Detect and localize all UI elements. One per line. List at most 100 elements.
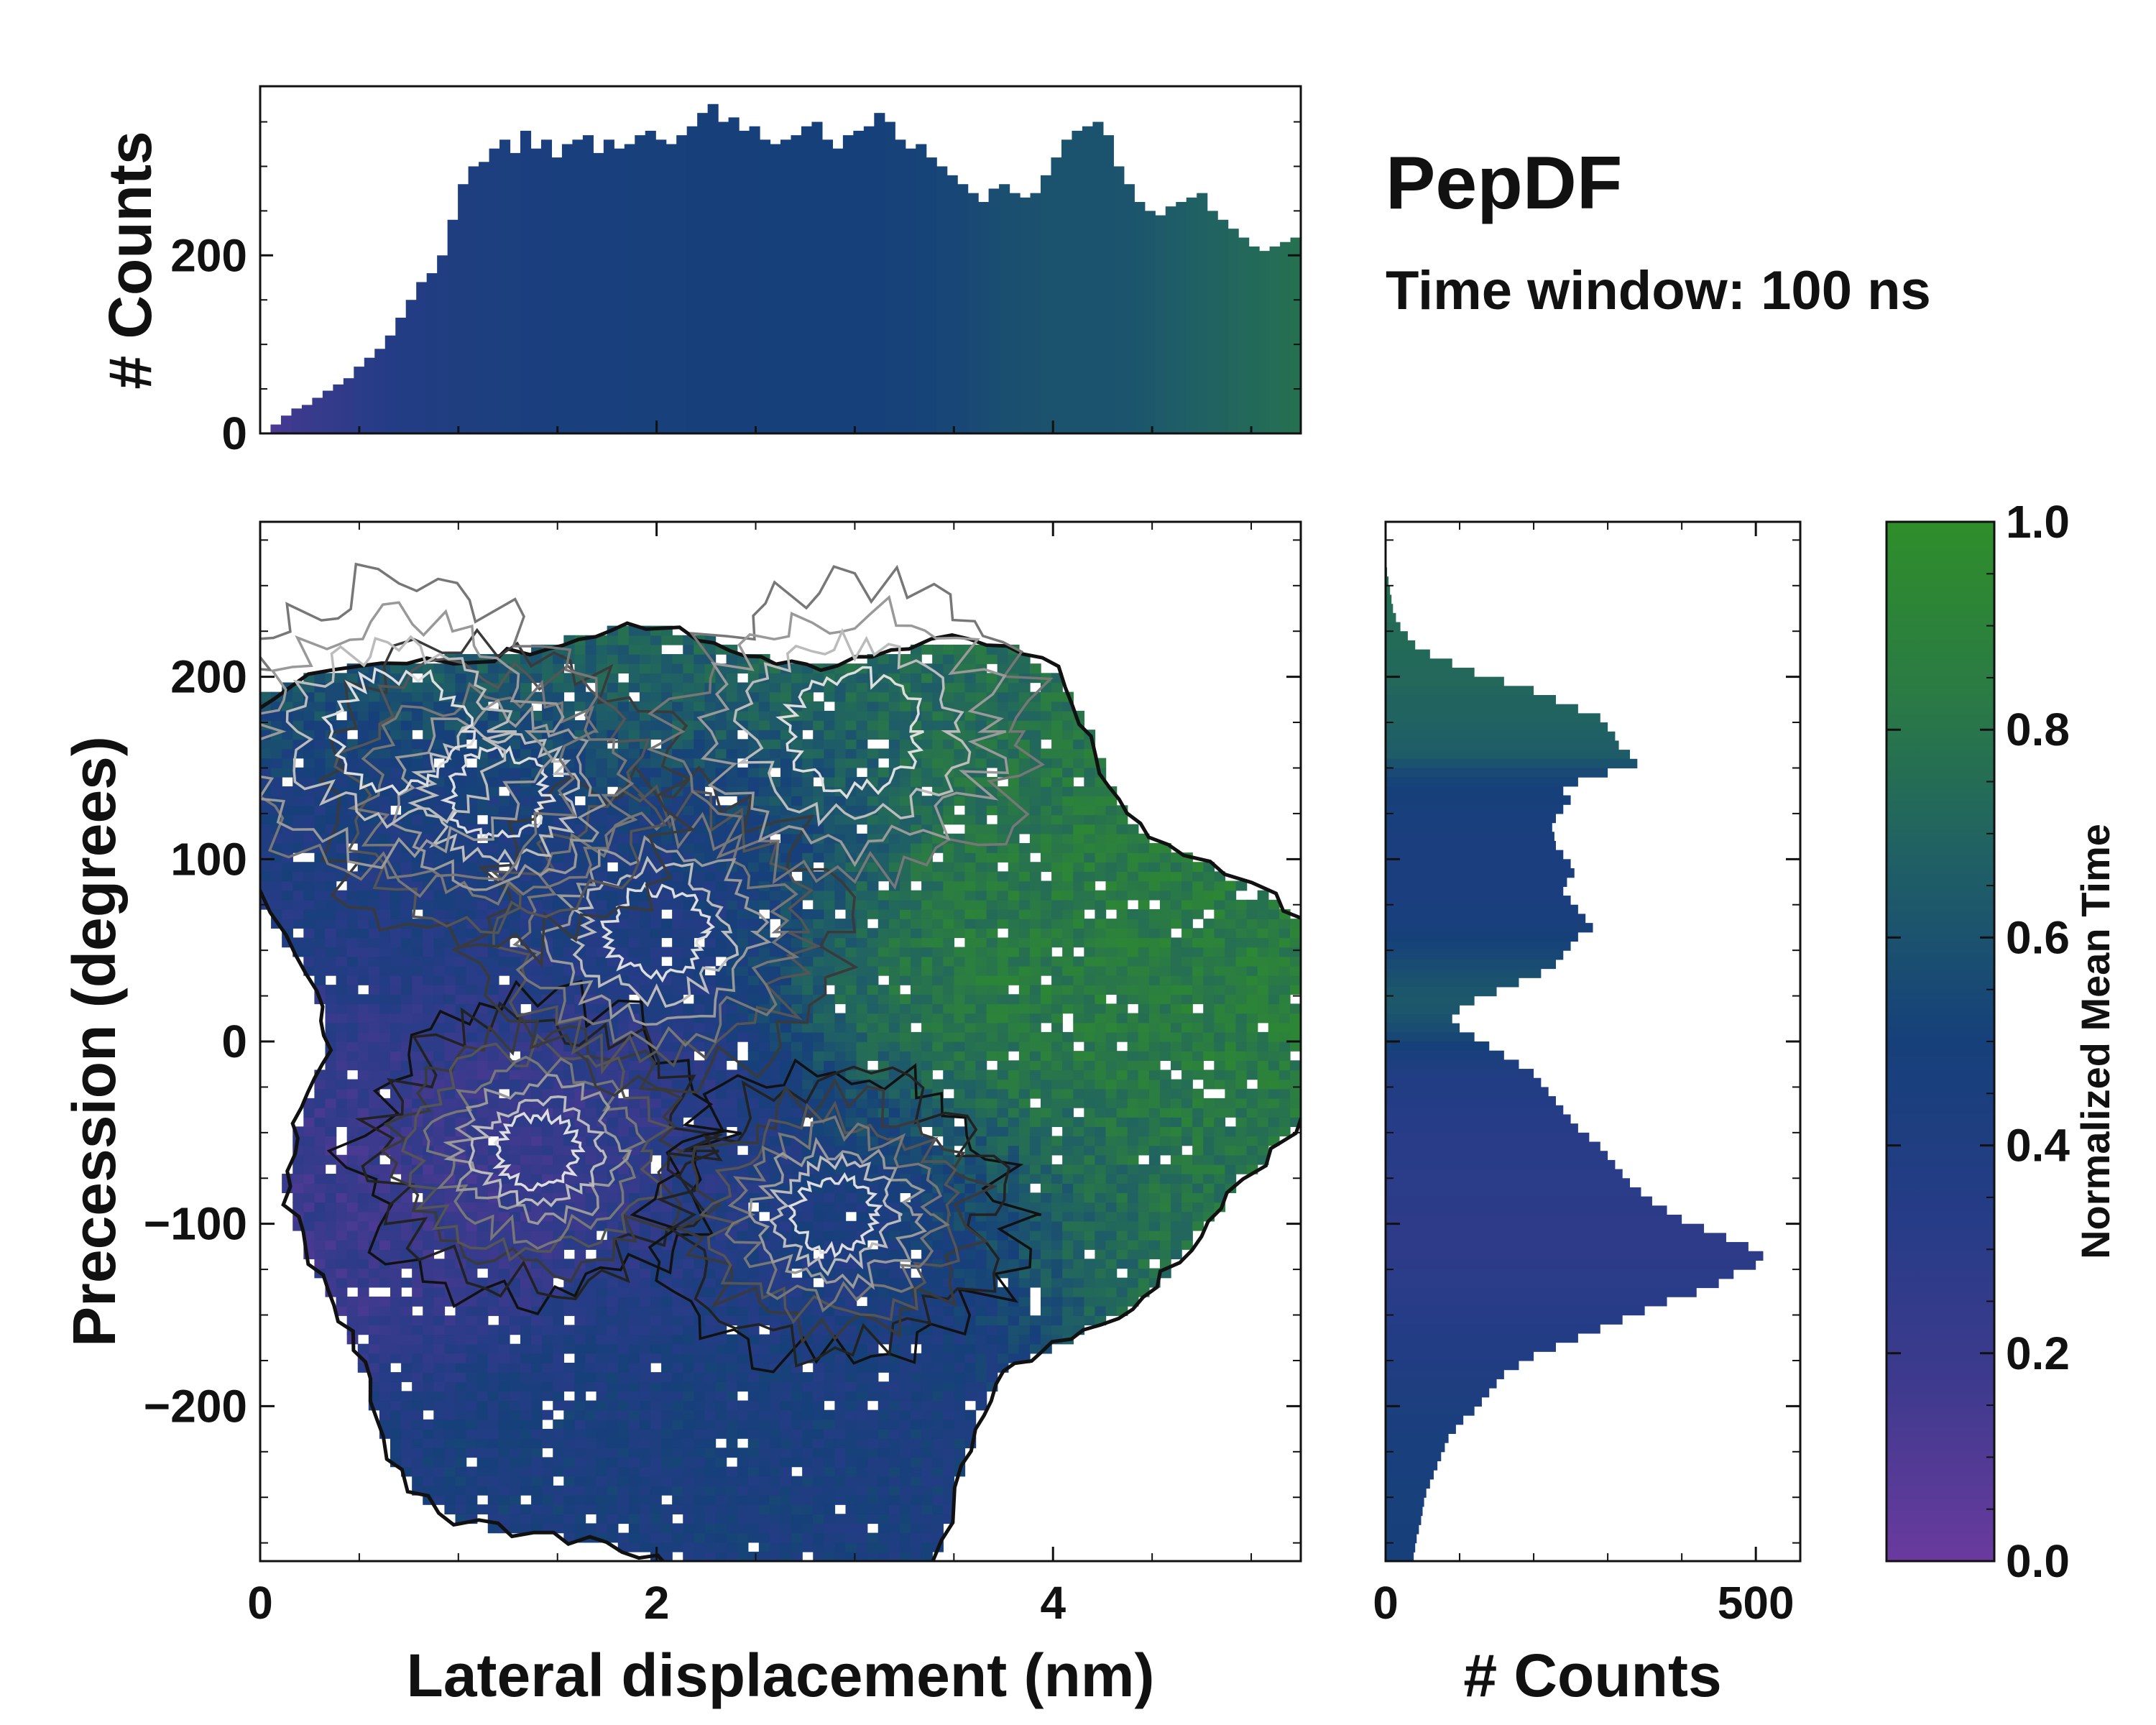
- heatmap-cell: [444, 1343, 456, 1354]
- heatmap-cell: [769, 673, 781, 684]
- heatmap-cell: [553, 1136, 565, 1146]
- heatmap-cell: [639, 1060, 651, 1071]
- heatmap-cell: [476, 786, 489, 796]
- heatmap-cell: [704, 1003, 717, 1014]
- heatmap-cell: [845, 1296, 857, 1307]
- heatmap-cell: [715, 1088, 727, 1099]
- heatmap-cell: [390, 1154, 402, 1165]
- heatmap-cell: [314, 1183, 326, 1194]
- heatmap-cell: [509, 1343, 521, 1354]
- heatmap-cell: [563, 1381, 576, 1392]
- heatmap-cell: [325, 1098, 337, 1108]
- heatmap-cell: [542, 994, 553, 1005]
- heatmap-cell: [834, 1409, 847, 1420]
- top-hist-bar: [1113, 166, 1125, 433]
- heatmap-cell: [476, 1334, 489, 1345]
- heatmap-cell: [769, 1060, 781, 1071]
- heatmap-cell: [683, 1259, 695, 1269]
- heatmap-cell: [346, 956, 359, 967]
- heatmap-cell: [487, 1306, 499, 1316]
- heatmap-cell: [596, 720, 608, 730]
- heatmap-cell: [455, 994, 467, 1005]
- heatmap-cell: [476, 975, 489, 985]
- heatmap-cell: [412, 1343, 423, 1354]
- heatmap-cell: [704, 1504, 717, 1514]
- heatmap-cell: [683, 1372, 695, 1382]
- heatmap-cell: [487, 1419, 499, 1430]
- heatmap-cell: [574, 1494, 586, 1505]
- heatmap-cell: [379, 1060, 391, 1071]
- heatmap-cell: [368, 1079, 380, 1090]
- heatmap-cell: [694, 701, 706, 712]
- top-hist-bar: [1447, 319, 1457, 433]
- heatmap-cell: [509, 1164, 521, 1174]
- heatmap-cell: [758, 1504, 770, 1514]
- heatmap-cell: [292, 796, 305, 806]
- heatmap-cell: [476, 1504, 489, 1514]
- heatmap-cell: [758, 1041, 770, 1052]
- heatmap-cell: [433, 994, 446, 1005]
- heatmap-cell: [357, 720, 369, 730]
- heatmap-cell: [617, 682, 630, 693]
- heatmap-cell: [346, 1108, 359, 1118]
- heatmap-cell: [617, 928, 630, 939]
- heatmap-cell: [639, 1409, 651, 1420]
- heatmap-cell: [856, 701, 868, 712]
- chart-subtitle: Time window: 100 ns: [1386, 260, 1931, 321]
- heatmap-cell: [715, 1504, 727, 1514]
- heatmap-cell: [390, 1438, 402, 1448]
- heatmap-cell: [726, 899, 738, 910]
- heatmap-cell: [487, 1154, 499, 1165]
- heatmap-cell: [444, 1334, 456, 1345]
- top-hist-bar: [884, 121, 895, 433]
- heatmap-cell: [346, 975, 359, 985]
- heatmap-cell: [314, 767, 326, 778]
- heatmap-cell: [325, 1192, 337, 1203]
- heatmap-cell: [758, 890, 770, 901]
- heatmap-cell: [650, 1466, 662, 1477]
- heatmap-cell: [704, 1372, 717, 1382]
- heatmap-cell: [694, 1448, 706, 1458]
- heatmap-cell: [357, 908, 369, 919]
- top-hist-bar: [468, 166, 479, 433]
- heatmap-cell: [802, 739, 814, 750]
- top-hist-bar: [1749, 431, 1759, 433]
- heatmap-cell: [867, 1457, 879, 1468]
- heatmap-cell: [683, 1098, 695, 1108]
- heatmap-cell: [444, 899, 456, 910]
- top-hist-bar: [530, 148, 542, 433]
- heatmap-cell: [553, 1296, 565, 1307]
- heatmap-cell: [824, 1532, 836, 1543]
- heatmap-cell: [628, 720, 640, 730]
- heatmap-cell: [737, 1117, 749, 1128]
- heatmap-cell: [758, 1485, 770, 1496]
- heatmap-cell: [423, 1325, 435, 1335]
- heatmap-cell: [325, 1240, 337, 1250]
- heatmap-cell: [314, 1117, 326, 1128]
- heatmap-cell: [336, 1230, 348, 1241]
- heatmap-cell: [683, 919, 695, 929]
- heatmap-cell: [845, 730, 857, 740]
- heatmap-cell: [401, 758, 413, 768]
- top-hist-bar: [1468, 328, 1478, 433]
- heatmap-cell: [650, 928, 662, 939]
- heatmap-cell: [628, 1532, 640, 1543]
- heatmap-cell: [747, 1041, 760, 1052]
- heatmap-cell: [433, 1126, 446, 1137]
- heatmap-cell: [574, 1192, 586, 1203]
- heatmap-cell: [769, 1070, 781, 1080]
- heatmap-cell: [433, 1154, 446, 1165]
- heatmap-cell: [390, 928, 402, 939]
- heatmap-cell: [336, 1098, 348, 1108]
- heatmap-cell: [314, 1098, 326, 1108]
- heatmap-cell: [390, 1277, 402, 1288]
- heatmap-cell: [834, 1315, 847, 1326]
- heatmap-cell: [346, 1220, 359, 1231]
- heatmap-cell: [574, 1409, 586, 1420]
- heatmap-cell: [726, 1448, 738, 1458]
- heatmap-cell: [824, 691, 836, 702]
- heatmap-cell: [856, 1409, 868, 1420]
- heatmap-cell: [303, 919, 315, 929]
- heatmap-cell: [346, 1088, 359, 1099]
- heatmap-cell: [487, 956, 499, 967]
